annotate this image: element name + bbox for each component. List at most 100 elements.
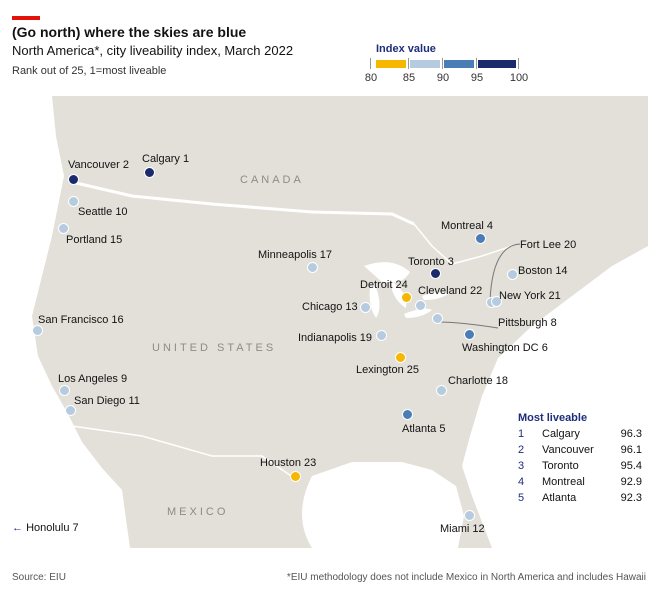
city-dot-chicago[interactable] xyxy=(360,302,371,313)
legend-colour-bar xyxy=(370,58,519,69)
city-dot-boston[interactable] xyxy=(507,269,518,280)
ml-city: Vancouver xyxy=(542,444,594,456)
city-dot-sandiego[interactable] xyxy=(65,405,76,416)
city-dot-seattle[interactable] xyxy=(68,196,79,207)
city-label-sanfrancisco: San Francisco 16 xyxy=(38,314,124,326)
gulf-of-mexico xyxy=(302,462,464,548)
city-dot-houston[interactable] xyxy=(290,471,301,482)
honolulu-label: ← Honolulu 7 xyxy=(12,522,79,534)
chart-subtitle: North America*, city liveability index, … xyxy=(12,43,294,58)
ml-city: Calgary xyxy=(542,428,580,440)
canada-us-border-east xyxy=(413,223,513,265)
city-dot-pittsburgh[interactable] xyxy=(432,313,443,324)
ml-city: Montreal xyxy=(542,476,585,488)
ml-city: Toronto xyxy=(542,460,579,472)
most-liveable-row: 1 Calgary 96.3 xyxy=(518,428,642,444)
ml-rank: 2 xyxy=(518,444,525,456)
city-dot-washington[interactable] xyxy=(464,329,475,340)
most-liveable-row: 3 Toronto 95.4 xyxy=(518,460,642,476)
map-base xyxy=(12,96,648,548)
ml-value: 96.3 xyxy=(620,428,642,440)
left-arrow-icon: ← xyxy=(12,522,23,534)
ml-rank: 3 xyxy=(518,460,525,472)
legend-tick: 80 xyxy=(364,72,378,84)
city-dot-atlanta[interactable] xyxy=(402,409,413,420)
honolulu-name: Honolulu xyxy=(26,522,70,534)
city-dot-portland[interactable] xyxy=(58,223,69,234)
city-label-lexington: Lexington 25 xyxy=(356,364,420,376)
most-liveable-row: 2 Vancouver 96.1 xyxy=(518,444,642,460)
city-label-minneapolis: Minneapolis 17 xyxy=(258,249,333,261)
city-label-montreal: Montreal 4 xyxy=(441,220,493,232)
us-mexico-border xyxy=(71,425,298,481)
ml-value: 92.3 xyxy=(620,492,642,504)
legend-bin-85-90 xyxy=(410,60,440,68)
city-dot-minneapolis[interactable] xyxy=(307,262,318,273)
city-dot-detroit[interactable] xyxy=(401,292,412,303)
honolulu-rank: 7 xyxy=(72,522,79,534)
legend-tick: 85 xyxy=(402,72,416,84)
city-dot-calgary[interactable] xyxy=(144,167,155,178)
brand-red-bar xyxy=(12,16,40,20)
legend-bin-90-95 xyxy=(444,60,474,68)
city-dot-newyork[interactable] xyxy=(491,296,502,307)
city-dot-vancouver[interactable] xyxy=(68,174,79,185)
city-label-calgary: Calgary 1 xyxy=(142,153,190,165)
city-dot-sanfrancisco[interactable] xyxy=(32,325,43,336)
city-label-seattle: Seattle 10 xyxy=(78,206,128,218)
ml-rank: 5 xyxy=(518,492,525,504)
ml-value: 96.1 xyxy=(620,444,642,456)
country-label-canada: CANADA xyxy=(240,174,304,186)
lake-michigan xyxy=(369,282,380,318)
legend-tick: 95 xyxy=(470,72,484,84)
lake-erie xyxy=(404,308,432,318)
city-label-losangeles: Los Angeles 9 xyxy=(58,373,128,385)
most-liveable-title: Most liveable xyxy=(518,412,588,424)
city-label-vancouver: Vancouver 2 xyxy=(68,159,129,171)
lake-ontario xyxy=(422,292,448,300)
city-dot-toronto[interactable] xyxy=(430,268,441,279)
lake-superior xyxy=(364,262,410,283)
rank-note: Rank out of 25, 1=most liveable xyxy=(12,65,167,77)
city-dot-indianapolis[interactable] xyxy=(376,330,387,341)
ml-rank: 1 xyxy=(518,428,525,440)
city-label-detroit: Detroit 24 xyxy=(360,279,408,291)
city-label-fortlee: Fort Lee 20 xyxy=(520,239,577,251)
city-dot-miami[interactable] xyxy=(464,510,475,521)
city-label-toronto: Toronto 3 xyxy=(408,256,454,268)
country-label-mexico: MEXICO xyxy=(167,506,229,518)
ml-rank: 4 xyxy=(518,476,525,488)
city-label-charlotte: Charlotte 18 xyxy=(448,375,508,387)
city-dot-montreal[interactable] xyxy=(475,233,486,244)
legend-bin-95-100 xyxy=(478,60,516,68)
city-label-boston: Boston 14 xyxy=(518,265,568,277)
city-label-pittsburgh: Pittsburgh 8 xyxy=(498,317,557,329)
map-panel: CANADA UNITED STATES MEXICO Calgary 1 Va… xyxy=(12,96,648,548)
city-label-washington: Washington DC 6 xyxy=(462,342,548,354)
footnote: *EIU methodology does not include Mexico… xyxy=(286,572,646,583)
most-liveable-row: 5 Atlanta 92.3 xyxy=(518,492,642,508)
city-dot-charlotte[interactable] xyxy=(436,385,447,396)
legend-ticks: 80 85 90 95 100 xyxy=(365,72,530,86)
city-label-sandiego: San Diego 11 xyxy=(74,395,140,407)
city-label-chicago: Chicago 13 xyxy=(302,301,358,313)
city-dot-cleveland[interactable] xyxy=(415,300,426,311)
atlantic-ocean xyxy=(462,246,648,548)
city-dot-lexington[interactable] xyxy=(395,352,406,363)
ml-value: 95.4 xyxy=(620,460,642,472)
pacific-ocean xyxy=(12,96,130,548)
city-dot-losangeles[interactable] xyxy=(59,385,70,396)
most-liveable-row: 4 Montreal 92.9 xyxy=(518,476,642,492)
legend-bin-80-85 xyxy=(376,60,406,68)
country-label-usa: UNITED STATES xyxy=(152,342,277,354)
city-label-atlanta: Atlanta 5 xyxy=(402,423,446,435)
legend-title: Index value xyxy=(376,43,436,55)
ml-value: 92.9 xyxy=(620,476,642,488)
chart-title: (Go north) where the skies are blue xyxy=(12,24,247,40)
city-label-miami: Miami 12 xyxy=(440,523,485,535)
fort-lee-leader xyxy=(489,243,521,303)
pittsburgh-leader xyxy=(437,321,499,329)
legend-tick: 100 xyxy=(509,72,529,84)
canada-us-border xyxy=(71,180,415,226)
city-label-cleveland: Cleveland 22 xyxy=(418,285,483,297)
